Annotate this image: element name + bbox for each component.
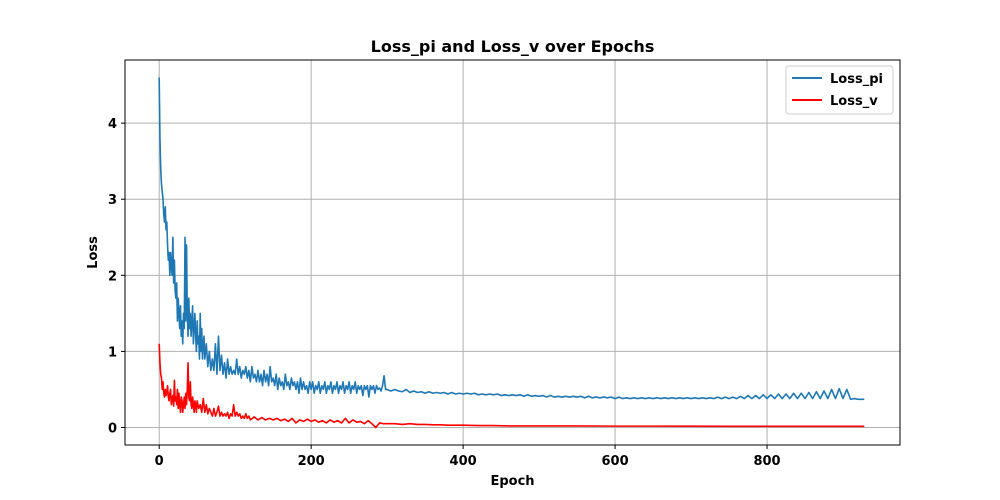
axis-ticks: 0 200 400 600 800 0 1 2 3 4 bbox=[108, 117, 781, 469]
y-tick-label: 2 bbox=[108, 269, 117, 284]
legend: Loss_pi Loss_v bbox=[785, 65, 894, 115]
x-tick-label: 800 bbox=[753, 454, 780, 469]
y-tick-label: 0 bbox=[108, 422, 117, 437]
legend-label-loss-v: Loss_v bbox=[830, 94, 878, 109]
x-tick-label: 0 bbox=[155, 454, 164, 469]
y-tick-label: 1 bbox=[108, 345, 117, 360]
chart-title: Loss_pi and Loss_v over Epochs bbox=[371, 37, 655, 56]
plot-lines bbox=[158, 77, 865, 429]
x-tick-label: 400 bbox=[450, 454, 477, 469]
y-tick-label: 3 bbox=[108, 193, 117, 208]
x-tick-label: 600 bbox=[602, 454, 629, 469]
series-line-loss-v bbox=[158, 343, 865, 429]
series-line-loss-pi bbox=[158, 77, 865, 401]
x-axis-label: Epoch bbox=[490, 474, 534, 489]
grid bbox=[125, 60, 900, 445]
y-axis-label: Loss bbox=[86, 236, 101, 269]
y-tick-label: 4 bbox=[108, 117, 117, 132]
legend-label-loss-pi: Loss_pi bbox=[830, 72, 883, 87]
x-tick-label: 200 bbox=[298, 454, 325, 469]
plot-frame bbox=[124, 59, 901, 446]
